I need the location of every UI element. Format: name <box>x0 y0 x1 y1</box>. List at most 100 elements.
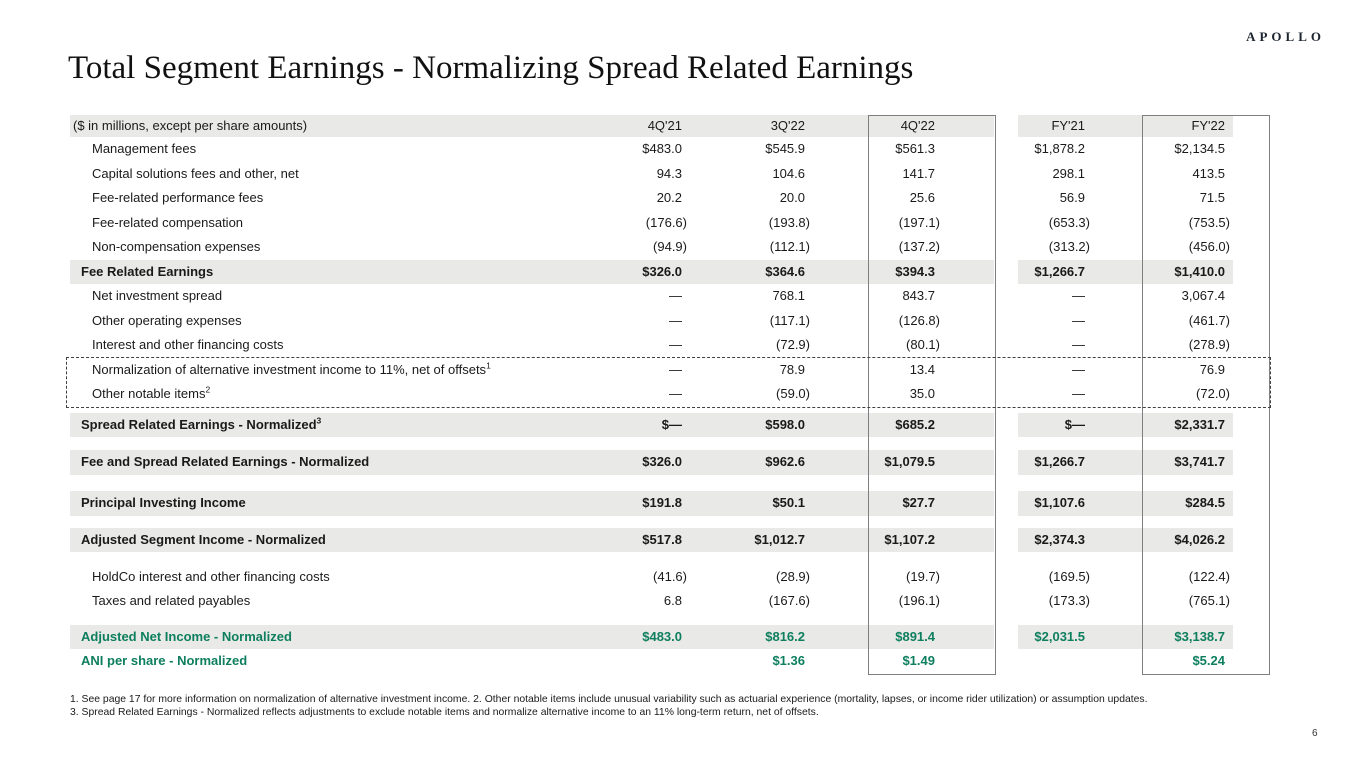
cell-fy22: (461.7) <box>1188 312 1230 328</box>
cell-3q22: 78.9 <box>779 361 805 377</box>
col-header-4q21: 4Q'21 <box>647 118 682 133</box>
cell-fy22: 413.5 <box>1192 165 1225 181</box>
cell-4q22: (126.8) <box>898 312 940 328</box>
cell-4q22: (137.2) <box>898 239 940 254</box>
cell-4q22: $27.7 <box>902 495 935 510</box>
cell-3q22: (193.8) <box>768 214 810 230</box>
table-row-management-fees: Management fees $483.0 $545.9 $561.3 $1,… <box>70 137 1233 162</box>
cell-fy21: (313.2) <box>1048 239 1090 254</box>
col-header-fy22: FY'22 <box>1191 118 1225 133</box>
cell-4q21: 6.8 <box>663 593 682 608</box>
col-header-3q22: 3Q'22 <box>770 118 805 133</box>
page-number: 6 <box>1312 728 1318 739</box>
apollo-logo: APOLLO <box>1246 29 1325 44</box>
cell-4q22: $394.3 <box>895 263 935 279</box>
table-row-principal-investing-income: Principal Investing Income $191.8 $50.1 … <box>70 491 1233 516</box>
cell-4q21: — <box>669 361 682 377</box>
cell-4q21: $483.0 <box>642 628 682 644</box>
cell-fy22: (122.4) <box>1188 568 1230 584</box>
cell-fy22: 76.9 <box>1199 361 1225 377</box>
cell-3q22: $962.6 <box>765 454 805 469</box>
cell-3q22: (59.0) <box>776 386 810 401</box>
cell-fy22: $284.5 <box>1185 495 1225 510</box>
row-label: Taxes and related payables <box>92 593 251 608</box>
cell-fy21: — <box>1072 386 1085 401</box>
cell-4q21: $517.8 <box>642 531 682 547</box>
table-units-note: ($ in millions, except per share amounts… <box>73 118 308 133</box>
cell-4q22: 35.0 <box>909 386 935 401</box>
row-label: Principal Investing Income <box>81 495 246 510</box>
cell-3q22: (167.6) <box>768 593 810 608</box>
spacer <box>70 516 1233 528</box>
cell-4q21: — <box>669 386 682 401</box>
row-label: Capital solutions fees and other, net <box>92 165 299 181</box>
footnote-ref: 3 <box>316 415 322 426</box>
cell-3q22: (117.1) <box>769 312 810 328</box>
table-row-adjusted-net-income: Adjusted Net Income - Normalized $483.0 … <box>70 624 1233 649</box>
table-row-fee-and-spread-related-earnings: Fee and Spread Related Earnings - Normal… <box>70 450 1233 475</box>
spacer <box>70 552 1233 565</box>
cell-fy22: $3,138.7 <box>1174 628 1225 644</box>
table-row-other-operating-expenses: Other operating expenses — (117.1) (126.… <box>70 309 1233 334</box>
col-header-fy21: FY'21 <box>1051 118 1085 133</box>
cell-4q21: (94.9) <box>653 239 687 254</box>
row-label: Other operating expenses <box>92 312 242 328</box>
row-label: Interest and other financing costs <box>92 337 284 352</box>
cell-4q22: 13.4 <box>909 361 935 377</box>
table-row-capital-solutions-fees: Capital solutions fees and other, net 94… <box>70 162 1233 187</box>
row-label: Adjusted Net Income - Normalized <box>81 628 292 644</box>
table-row-fee-related-performance-fees: Fee-related performance fees 20.2 20.0 2… <box>70 186 1233 211</box>
cell-fy21: (169.5) <box>1048 568 1090 584</box>
row-label: Fee and Spread Related Earnings - Normal… <box>81 454 370 469</box>
cell-4q22: (19.7) <box>906 568 940 584</box>
table-row-adjusted-segment-income: Adjusted Segment Income - Normalized $51… <box>70 527 1233 552</box>
cell-3q22: (112.1) <box>769 239 810 254</box>
table-row-spread-related-earnings-normalized: Spread Related Earnings - Normalized3 $—… <box>70 412 1233 437</box>
cell-3q22: $545.9 <box>765 141 805 156</box>
table-row-net-investment-spread: Net investment spread — 768.1 843.7 — 3,… <box>70 284 1233 309</box>
row-label: Adjusted Segment Income - Normalized <box>81 531 326 547</box>
spacer <box>70 614 1233 625</box>
table-row-fee-related-earnings-total: Fee Related Earnings $326.0 $364.6 $394.… <box>70 259 1233 284</box>
col-header-4q22: 4Q'22 <box>900 118 935 133</box>
cell-4q22: $1.49 <box>902 653 935 668</box>
row-label: Net investment spread <box>92 288 223 303</box>
table-row-holdco-interest: HoldCo interest and other financing cost… <box>70 565 1233 590</box>
table-row-non-compensation-expenses: Non-compensation expenses (94.9) (112.1)… <box>70 235 1233 260</box>
spacer <box>70 437 1233 450</box>
row-label: Fee Related Earnings <box>81 263 214 279</box>
cell-4q21: (176.6) <box>645 214 687 230</box>
cell-fy21: $1,878.2 <box>1034 141 1085 156</box>
footnote-line-1: 1. See page 17 for more information on n… <box>70 694 1148 705</box>
cell-fy22: (72.0) <box>1196 386 1230 401</box>
earnings-table: ($ in millions, except per share amounts… <box>70 115 1268 674</box>
cell-fy22: $1,410.0 <box>1174 263 1225 279</box>
cell-fy21: (653.3) <box>1048 214 1090 230</box>
table-row-fee-related-compensation: Fee-related compensation (176.6) (193.8)… <box>70 211 1233 236</box>
cell-fy22: (765.1) <box>1188 593 1230 608</box>
row-label: Management fees <box>92 141 197 156</box>
cell-fy21: $1,107.6 <box>1034 495 1085 510</box>
cell-4q22: 141.7 <box>902 165 935 181</box>
cell-4q22: $891.4 <box>895 628 935 644</box>
footnote-ref: 2 <box>205 384 211 395</box>
footnote-ref: 1 <box>486 360 491 371</box>
cell-4q22: $1,079.5 <box>884 454 935 469</box>
table-row-ani-per-share: ANI per share - Normalized $1.36 $1.49 $… <box>70 649 1233 674</box>
slide-title: Total Segment Earnings - Normalizing Spr… <box>68 50 914 86</box>
cell-4q22: (196.1) <box>898 593 940 608</box>
cell-fy21: $2,374.3 <box>1034 531 1085 547</box>
cell-3q22: 768.1 <box>772 288 805 303</box>
cell-fy21: 298.1 <box>1052 165 1085 181</box>
cell-fy21: — <box>1072 288 1085 303</box>
cell-fy21: $2,031.5 <box>1034 628 1085 644</box>
cell-3q22: $1.36 <box>772 653 805 668</box>
cell-fy22: 3,067.4 <box>1181 288 1225 303</box>
cell-4q22: $561.3 <box>895 141 935 156</box>
cell-3q22: $50.1 <box>772 495 805 510</box>
cell-fy22: $2,134.5 <box>1174 141 1225 156</box>
cell-fy22: $3,741.7 <box>1174 454 1225 469</box>
table-row-taxes-related-payables: Taxes and related payables 6.8 (167.6) (… <box>70 589 1233 614</box>
footnotes: 1. See page 17 for more information on n… <box>70 693 1300 719</box>
